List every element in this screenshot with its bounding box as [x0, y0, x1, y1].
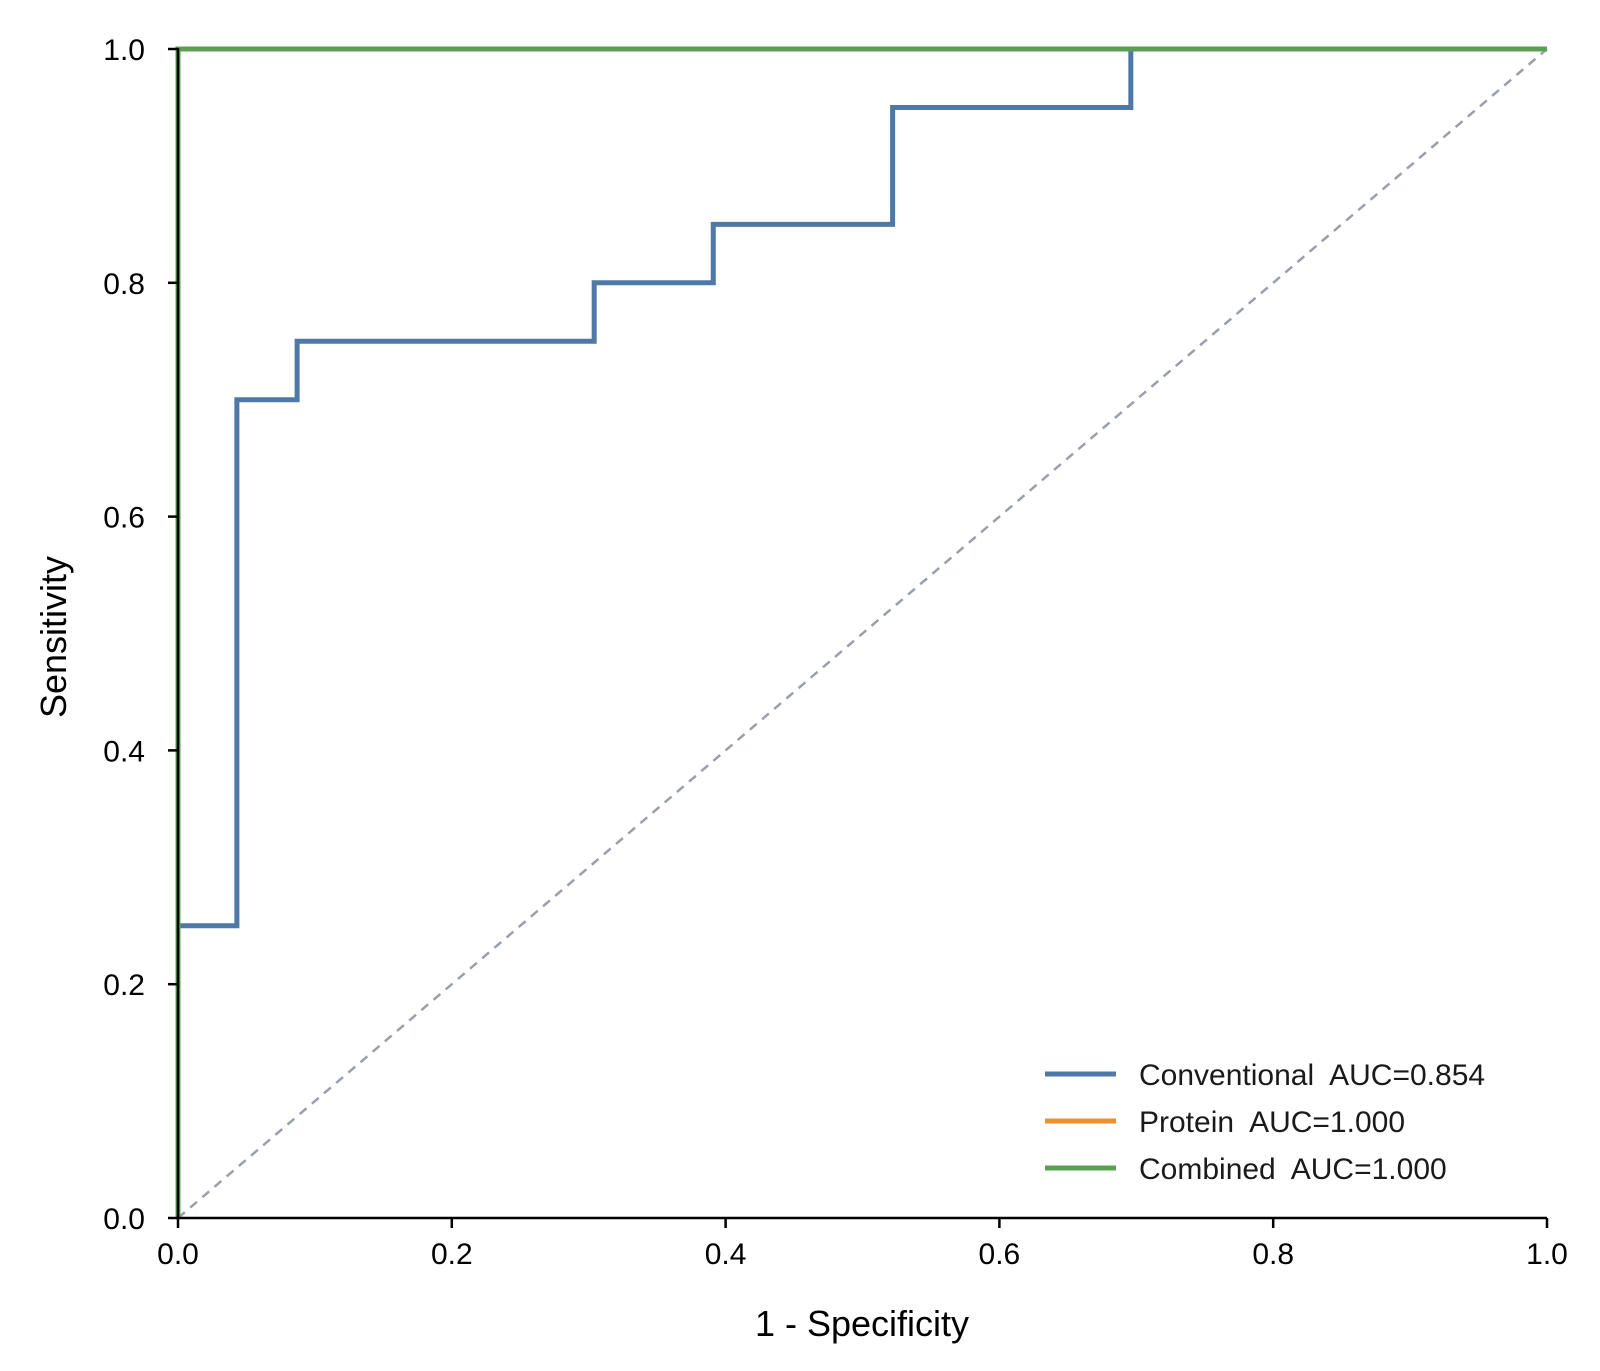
y-tick-label: 0.6	[103, 502, 145, 535]
x-tick-label: 1.0	[1526, 1238, 1568, 1271]
axes: 0.0 0.2 0.4 0.6 0.8 1.0 0.0 0.2 0.4 0.6 0.8 1.0	[103, 34, 1568, 1271]
x-tick-label: 0.2	[431, 1238, 473, 1271]
x-tick-label: 0.6	[979, 1238, 1021, 1271]
legend-label-combined: Combined AUC=1.000	[1139, 1153, 1447, 1186]
reference-diagonal-line	[177, 48, 1548, 1219]
y-tick-label: 0.2	[103, 969, 145, 1002]
legend: Conventional AUC=0.854 Protein AUC=1.000 C…	[1045, 1059, 1485, 1186]
x-axis-title: 1 - Specificity	[755, 1303, 969, 1344]
series-line-conventional	[175, 46, 1547, 1218]
plot-area	[175, 46, 1548, 1219]
x-tick-label: 0.4	[705, 1238, 747, 1271]
legend-label-protein: Protein AUC=1.000	[1139, 1106, 1405, 1139]
legend-label-conventional: Conventional AUC=0.854	[1139, 1059, 1485, 1092]
y-tick-label: 1.0	[103, 34, 145, 67]
y-tick-label: 0.0	[103, 1203, 145, 1236]
y-tick-label: 0.4	[103, 735, 145, 768]
y-axis-title: Sensitivity	[33, 556, 74, 718]
y-tick-label: 0.8	[103, 268, 145, 301]
x-tick-label: 0.0	[157, 1238, 199, 1271]
x-tick-label: 0.8	[1252, 1238, 1294, 1271]
